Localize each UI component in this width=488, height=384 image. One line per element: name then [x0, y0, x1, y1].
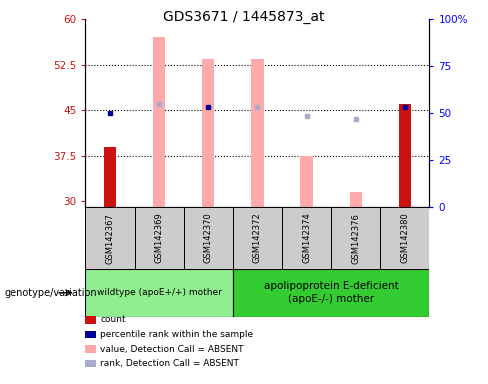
Bar [202, 59, 214, 207]
Text: GDS3671 / 1445873_at: GDS3671 / 1445873_at [163, 10, 325, 23]
Text: count: count [100, 315, 126, 324]
Text: GSM142374: GSM142374 [302, 213, 311, 263]
Bar [349, 192, 362, 207]
Bar [202, 62, 214, 207]
Text: rank, Detection Call = ABSENT: rank, Detection Call = ABSENT [100, 359, 239, 368]
Bar [233, 207, 282, 269]
Text: percentile rank within the sample: percentile rank within the sample [100, 330, 253, 339]
Bar [183, 207, 233, 269]
Bar [135, 207, 183, 269]
Bar [85, 269, 233, 317]
Text: wildtype (apoE+/+) mother: wildtype (apoE+/+) mother [97, 288, 222, 297]
Text: GSM142370: GSM142370 [204, 213, 213, 263]
Text: GSM142372: GSM142372 [253, 213, 262, 263]
Bar [282, 207, 331, 269]
Bar [153, 37, 165, 207]
Bar [380, 207, 429, 269]
Bar [301, 156, 313, 207]
Bar [104, 147, 116, 207]
Bar [399, 104, 411, 207]
Text: GSM142376: GSM142376 [351, 213, 360, 263]
Text: value, Detection Call = ABSENT: value, Detection Call = ABSENT [100, 344, 244, 354]
Text: apolipoprotein E-deficient
(apoE-/-) mother: apolipoprotein E-deficient (apoE-/-) mot… [264, 281, 399, 305]
Text: GSM142367: GSM142367 [105, 213, 115, 263]
Text: genotype/variation: genotype/variation [5, 288, 98, 298]
Text: GSM142369: GSM142369 [155, 213, 163, 263]
Bar [251, 59, 264, 207]
Bar [233, 269, 429, 317]
Bar [331, 207, 380, 269]
Bar [85, 207, 135, 269]
Text: GSM142380: GSM142380 [400, 213, 409, 263]
